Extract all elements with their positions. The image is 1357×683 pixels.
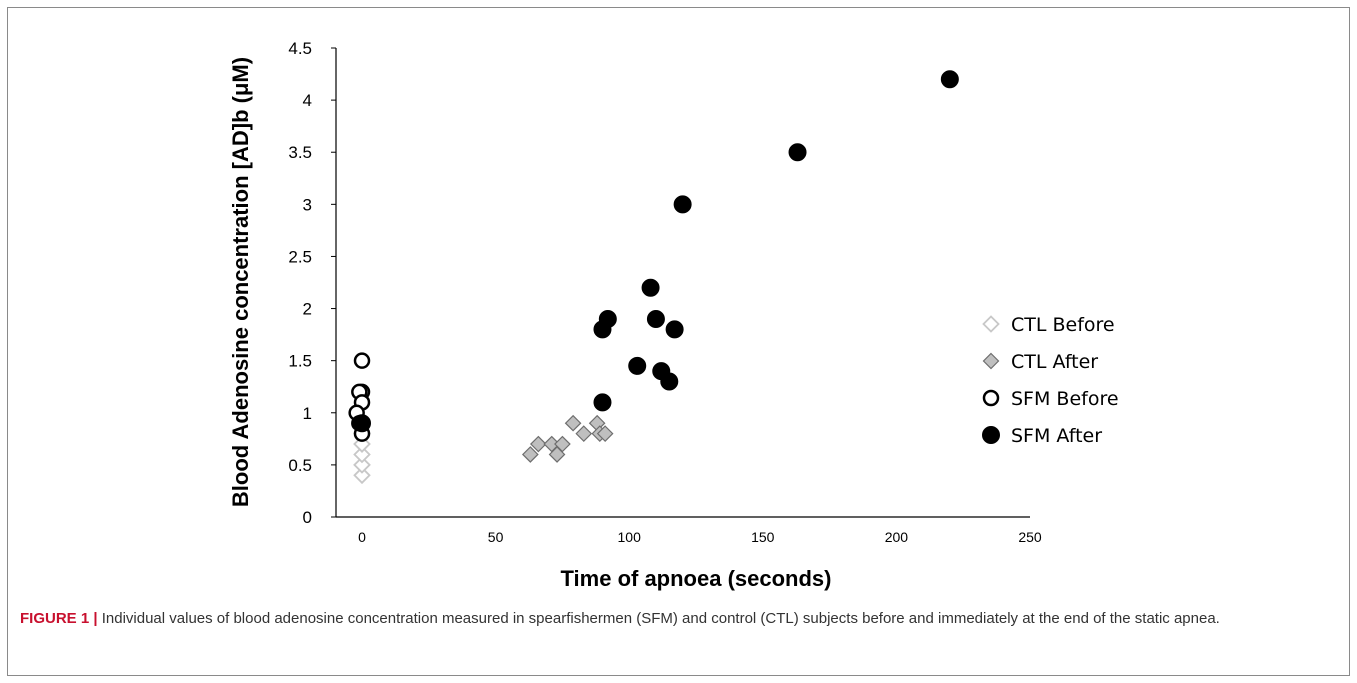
ctl-after-point bbox=[564, 414, 582, 432]
y-tick-label: 2 bbox=[303, 300, 312, 319]
axes bbox=[331, 47, 1030, 518]
figure-caption: FIGURE 1 | Individual values of blood ad… bbox=[20, 608, 1320, 630]
sfm-after-point bbox=[641, 278, 660, 297]
legend: CTL Before CTL After SFM Before SFM After bbox=[982, 314, 1119, 447]
legend-marker-ctl-after bbox=[982, 352, 1000, 370]
y-tick-label: 0 bbox=[303, 508, 312, 527]
sfm-after-point bbox=[628, 356, 647, 375]
ctl-after-point bbox=[521, 446, 539, 463]
legend-marker-sfm-after bbox=[982, 426, 1000, 444]
legend-label-ctl-before: CTL Before bbox=[1011, 314, 1115, 336]
figure-label: FIGURE 1 | bbox=[20, 610, 98, 627]
y-tick-label: 4 bbox=[303, 91, 312, 110]
ctl-before-point bbox=[353, 445, 371, 464]
x-tick-label: 250 bbox=[1018, 529, 1042, 545]
data-marks bbox=[348, 70, 959, 485]
x-tick-label: 200 bbox=[885, 529, 909, 545]
sfm-after-point bbox=[646, 309, 665, 328]
caption-text: Individual values of blood adenosine con… bbox=[101, 610, 1220, 627]
x-tick-label: 100 bbox=[618, 529, 642, 545]
sfm-after-point bbox=[353, 414, 371, 433]
sfm-after-point bbox=[593, 393, 612, 412]
y-tick-label: 1 bbox=[303, 404, 312, 423]
y-tick-label: 3.5 bbox=[288, 143, 312, 162]
legend-label-sfm-after: SFM After bbox=[1011, 425, 1102, 447]
y-tick-label: 4.5 bbox=[288, 39, 312, 58]
tick-labels: 0 0.5 1 1.5 2 2.5 3 3.5 4 4.5 0 50 100 150 200 250 bbox=[288, 39, 1042, 545]
ctl-after-point bbox=[575, 425, 593, 442]
sfm-after-point bbox=[660, 372, 679, 391]
legend-marker-sfm-before bbox=[982, 389, 1000, 407]
sfm-after-point bbox=[665, 320, 684, 339]
ctl-after-point bbox=[596, 425, 614, 442]
x-tick-label: 150 bbox=[751, 529, 775, 545]
x-tick-label: 0 bbox=[358, 529, 366, 545]
y-tick-label: 3 bbox=[303, 195, 312, 214]
legend-label-sfm-before: SFM Before bbox=[1011, 388, 1119, 410]
ctl-after-point bbox=[530, 435, 547, 453]
x-axis-label: Time of apnoea (seconds) bbox=[561, 566, 832, 591]
ctl-before-point bbox=[353, 456, 371, 474]
figure-frame bbox=[7, 7, 1350, 676]
sfm-after-point bbox=[598, 309, 617, 328]
x-tick-label: 50 bbox=[488, 529, 504, 545]
legend-marker-ctl-before bbox=[982, 315, 1000, 333]
ctl-after-point bbox=[554, 435, 571, 453]
y-tick-label: 0.5 bbox=[288, 456, 312, 475]
sfm-after-point bbox=[673, 195, 692, 214]
y-tick-label: 1.5 bbox=[288, 352, 312, 371]
ctl-before-point bbox=[353, 466, 371, 485]
legend-label-ctl-after: CTL After bbox=[1011, 351, 1098, 373]
sfm-after-point bbox=[940, 70, 959, 89]
y-tick-label: 2.5 bbox=[288, 247, 312, 266]
y-axis-label: Blood Adenosine concentration [AD]b (μM) bbox=[228, 57, 253, 507]
sfm-after-point bbox=[788, 143, 807, 162]
sfm-before-point bbox=[353, 352, 371, 369]
